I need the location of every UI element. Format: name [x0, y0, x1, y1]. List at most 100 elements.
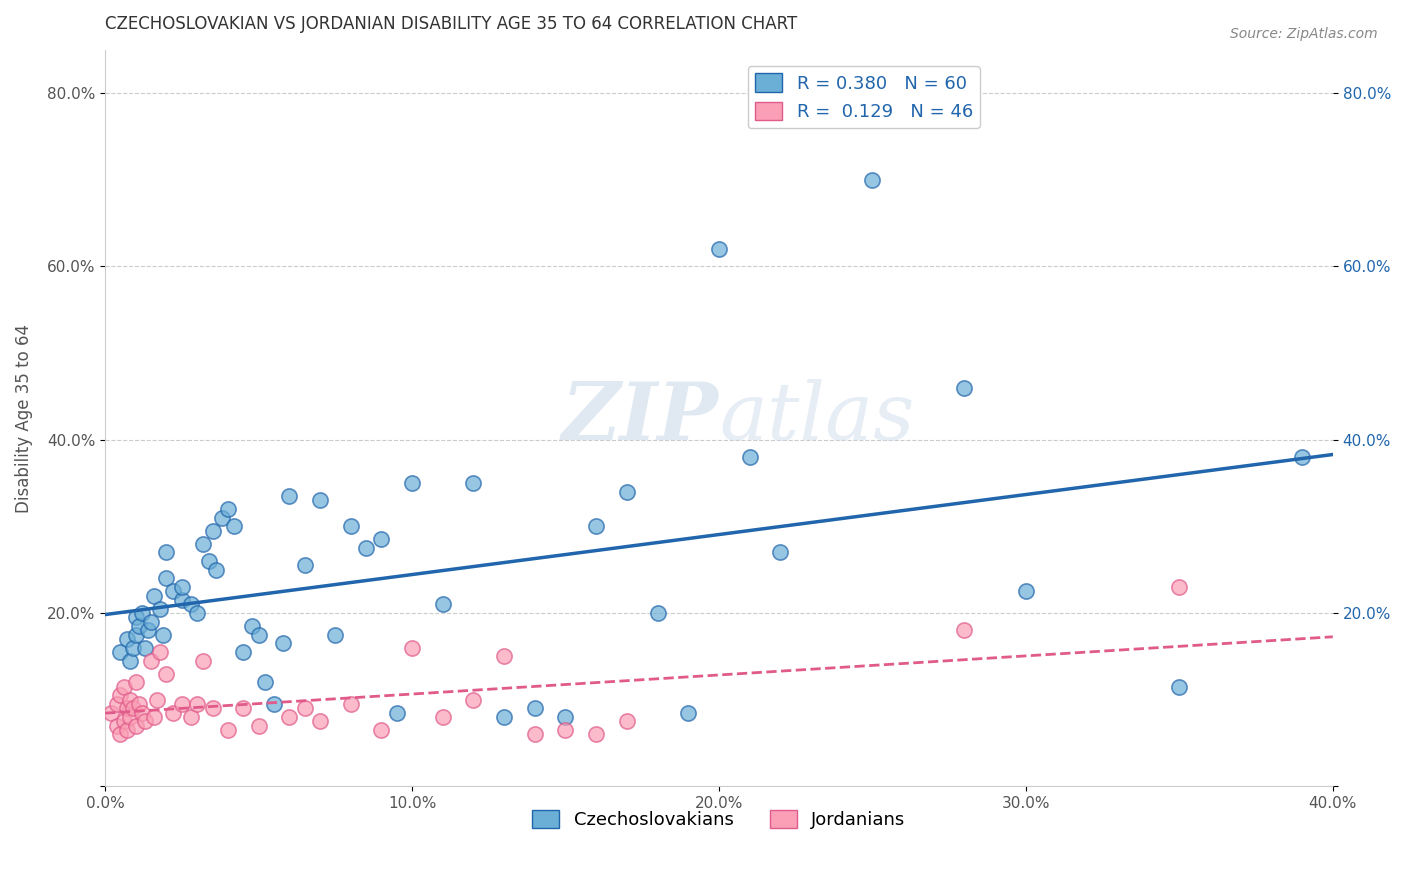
Point	[585, 519, 607, 533]
Point	[554, 710, 576, 724]
Point	[463, 476, 485, 491]
Point	[263, 697, 285, 711]
Point	[370, 723, 392, 738]
Point	[100, 706, 122, 720]
Point	[155, 545, 177, 559]
Point	[616, 484, 638, 499]
Text: ZIP: ZIP	[562, 379, 718, 457]
Point	[180, 598, 202, 612]
Point	[125, 719, 148, 733]
Point	[222, 519, 245, 533]
Point	[121, 640, 143, 655]
Point	[186, 697, 208, 711]
Point	[554, 723, 576, 738]
Text: CZECHOSLOVAKIAN VS JORDANIAN DISABILITY AGE 35 TO 64 CORRELATION CHART: CZECHOSLOVAKIAN VS JORDANIAN DISABILITY …	[105, 15, 797, 33]
Point	[110, 727, 132, 741]
Point	[125, 610, 148, 624]
Point	[201, 701, 224, 715]
Point	[278, 489, 301, 503]
Point	[143, 710, 166, 724]
Point	[1168, 580, 1191, 594]
Point	[647, 606, 669, 620]
Point	[193, 654, 215, 668]
Point	[253, 675, 276, 690]
Point	[193, 537, 215, 551]
Point	[170, 580, 193, 594]
Point	[170, 697, 193, 711]
Point	[271, 636, 294, 650]
Point	[146, 693, 169, 707]
Point	[339, 519, 361, 533]
Point	[309, 493, 332, 508]
Point	[125, 675, 148, 690]
Point	[294, 701, 316, 715]
Point	[385, 706, 408, 720]
Point	[125, 628, 148, 642]
Point	[141, 654, 163, 668]
Point	[204, 563, 226, 577]
Point	[118, 693, 141, 707]
Point	[170, 593, 193, 607]
Point	[149, 645, 172, 659]
Point	[860, 173, 883, 187]
Point	[1168, 680, 1191, 694]
Point	[232, 701, 254, 715]
Text: atlas: atlas	[718, 379, 914, 457]
Point	[707, 242, 730, 256]
Point	[110, 645, 132, 659]
Point	[134, 714, 156, 729]
Point	[769, 545, 792, 559]
Point	[201, 524, 224, 538]
Point	[118, 710, 141, 724]
Point	[110, 689, 132, 703]
Point	[162, 584, 184, 599]
Point	[162, 706, 184, 720]
Point	[738, 450, 761, 465]
Y-axis label: Disability Age 35 to 64: Disability Age 35 to 64	[15, 324, 32, 513]
Point	[155, 666, 177, 681]
Point	[105, 719, 128, 733]
Point	[432, 710, 454, 724]
Point	[131, 606, 153, 620]
Point	[953, 624, 976, 638]
Point	[141, 615, 163, 629]
Point	[523, 701, 546, 715]
Point	[105, 697, 128, 711]
Point	[401, 640, 423, 655]
Point	[323, 628, 346, 642]
Point	[278, 710, 301, 724]
Text: Source: ZipAtlas.com: Source: ZipAtlas.com	[1230, 27, 1378, 41]
Point	[136, 624, 159, 638]
Legend: Czechoslovakians, Jordanians: Czechoslovakians, Jordanians	[524, 803, 912, 837]
Point	[354, 541, 377, 556]
Point	[121, 701, 143, 715]
Point	[180, 710, 202, 724]
Point	[339, 697, 361, 711]
Point	[585, 727, 607, 741]
Point	[678, 706, 700, 720]
Point	[616, 714, 638, 729]
Point	[494, 649, 516, 664]
Point	[217, 502, 239, 516]
Point	[143, 589, 166, 603]
Point	[1291, 450, 1313, 465]
Point	[1015, 584, 1038, 599]
Point	[198, 554, 221, 568]
Point	[211, 511, 233, 525]
Point	[115, 632, 138, 647]
Point	[131, 706, 153, 720]
Point	[463, 693, 485, 707]
Point	[432, 598, 454, 612]
Point	[155, 572, 177, 586]
Point	[128, 619, 150, 633]
Point	[494, 710, 516, 724]
Point	[112, 680, 135, 694]
Point	[186, 606, 208, 620]
Point	[953, 381, 976, 395]
Point	[217, 723, 239, 738]
Point	[232, 645, 254, 659]
Point	[370, 533, 392, 547]
Point	[247, 719, 270, 733]
Point	[309, 714, 332, 729]
Point	[401, 476, 423, 491]
